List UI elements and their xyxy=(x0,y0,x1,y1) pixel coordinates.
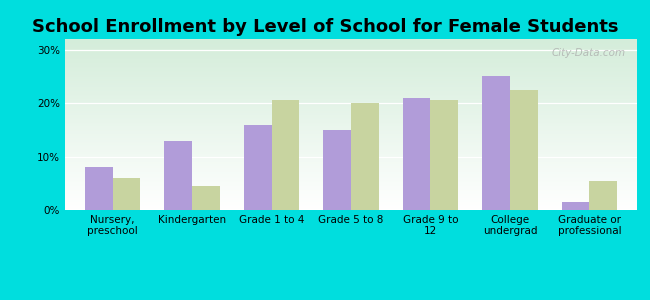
Bar xyxy=(272,100,300,210)
Bar xyxy=(402,98,430,210)
Bar xyxy=(323,130,351,210)
Bar xyxy=(244,124,272,210)
Bar xyxy=(164,140,192,210)
Bar xyxy=(192,186,220,210)
Text: School Enrollment by Level of School for Female Students: School Enrollment by Level of School for… xyxy=(32,18,618,36)
Bar xyxy=(482,76,510,210)
Bar xyxy=(430,100,458,210)
Bar xyxy=(351,103,379,210)
Bar xyxy=(510,90,538,210)
Bar xyxy=(112,178,140,210)
Text: City-Data.com: City-Data.com xyxy=(551,48,625,58)
Bar xyxy=(590,181,617,210)
Bar xyxy=(562,202,590,210)
Bar xyxy=(85,167,112,210)
